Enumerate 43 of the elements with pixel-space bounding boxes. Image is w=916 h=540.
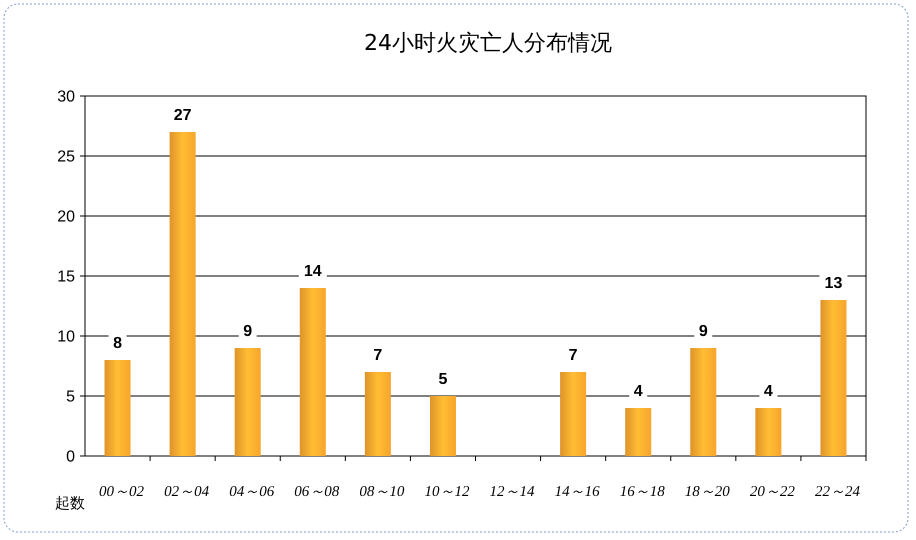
x-tick-label: 12～14 bbox=[490, 484, 536, 500]
x-tick-label: 18～20 bbox=[684, 484, 730, 500]
data-label: 7 bbox=[373, 347, 382, 364]
x-tick-label: 20～22 bbox=[750, 484, 796, 500]
y-tick-label: 30 bbox=[57, 88, 76, 106]
x-tick-label: 16～18 bbox=[620, 484, 666, 500]
bar bbox=[104, 360, 131, 456]
data-label: 13 bbox=[824, 275, 842, 292]
data-label: 9 bbox=[698, 323, 708, 340]
bar bbox=[755, 408, 782, 456]
x-tick-label: 14～16 bbox=[554, 484, 600, 500]
y-axis-title: 起数 bbox=[55, 494, 85, 512]
bar bbox=[560, 372, 586, 456]
x-tick-label: 04～06 bbox=[229, 484, 275, 500]
bar bbox=[170, 132, 196, 456]
chart-title: 24小时火灾亡人分布情况 bbox=[364, 31, 612, 56]
x-tick-label: 02～04 bbox=[164, 484, 210, 500]
data-label: 9 bbox=[243, 323, 252, 340]
bar bbox=[820, 300, 846, 456]
data-label: 4 bbox=[634, 383, 643, 400]
data-label: 8 bbox=[113, 335, 122, 352]
data-label: 5 bbox=[438, 371, 448, 388]
y-tick-label: 0 bbox=[66, 448, 76, 466]
y-tick-label: 25 bbox=[57, 148, 76, 166]
x-tick-label: 08～10 bbox=[359, 484, 405, 500]
data-label: 7 bbox=[568, 347, 578, 364]
data-label: 27 bbox=[174, 107, 192, 124]
y-tick-label: 5 bbox=[66, 388, 76, 406]
bar bbox=[625, 408, 652, 456]
bar bbox=[234, 348, 261, 456]
x-tick-label: 22～24 bbox=[814, 484, 860, 500]
y-tick-label: 15 bbox=[57, 268, 76, 286]
data-label: 4 bbox=[764, 383, 773, 400]
x-tick-label: 10～12 bbox=[424, 484, 470, 500]
y-tick-label: 10 bbox=[57, 328, 76, 346]
bar bbox=[690, 348, 716, 456]
x-tick-label: 00～02 bbox=[99, 484, 145, 500]
y-tick-label: 20 bbox=[57, 208, 76, 226]
bar bbox=[430, 396, 456, 456]
bar bbox=[364, 372, 391, 456]
bar bbox=[300, 288, 326, 456]
data-label: 14 bbox=[304, 263, 322, 280]
x-tick-label: 06～08 bbox=[294, 484, 340, 500]
